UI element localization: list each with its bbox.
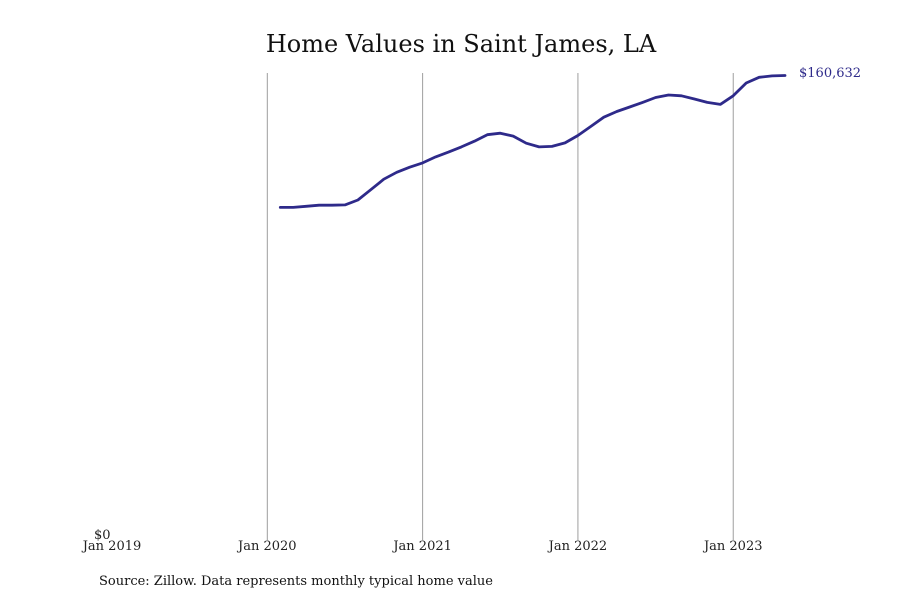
gridlines bbox=[266, 73, 734, 540]
series-line-0 bbox=[278, 74, 787, 209]
x-tick-label-2023-01: Jan 2023 bbox=[702, 539, 763, 554]
source-note: Source: Zillow. Data represents monthly … bbox=[99, 574, 493, 589]
series-group bbox=[278, 74, 787, 209]
end-value-label: $160,632 bbox=[799, 66, 861, 81]
x-tick-label-2019-01: Jan 2019 bbox=[81, 539, 142, 554]
chart-title: Home Values in Saint James, LA bbox=[266, 30, 657, 58]
axis-labels: Jan 2019 Jan 2020 Jan 2021 Jan 2022 Jan 2023 bbox=[81, 539, 763, 554]
y-axis-zero-label: $0 bbox=[94, 528, 111, 543]
x-tick-label-2021-01: Jan 2021 bbox=[391, 539, 452, 554]
x-tick-label-2022-01: Jan 2022 bbox=[547, 539, 608, 554]
x-tick-label-2020-01: Jan 2020 bbox=[236, 539, 297, 554]
